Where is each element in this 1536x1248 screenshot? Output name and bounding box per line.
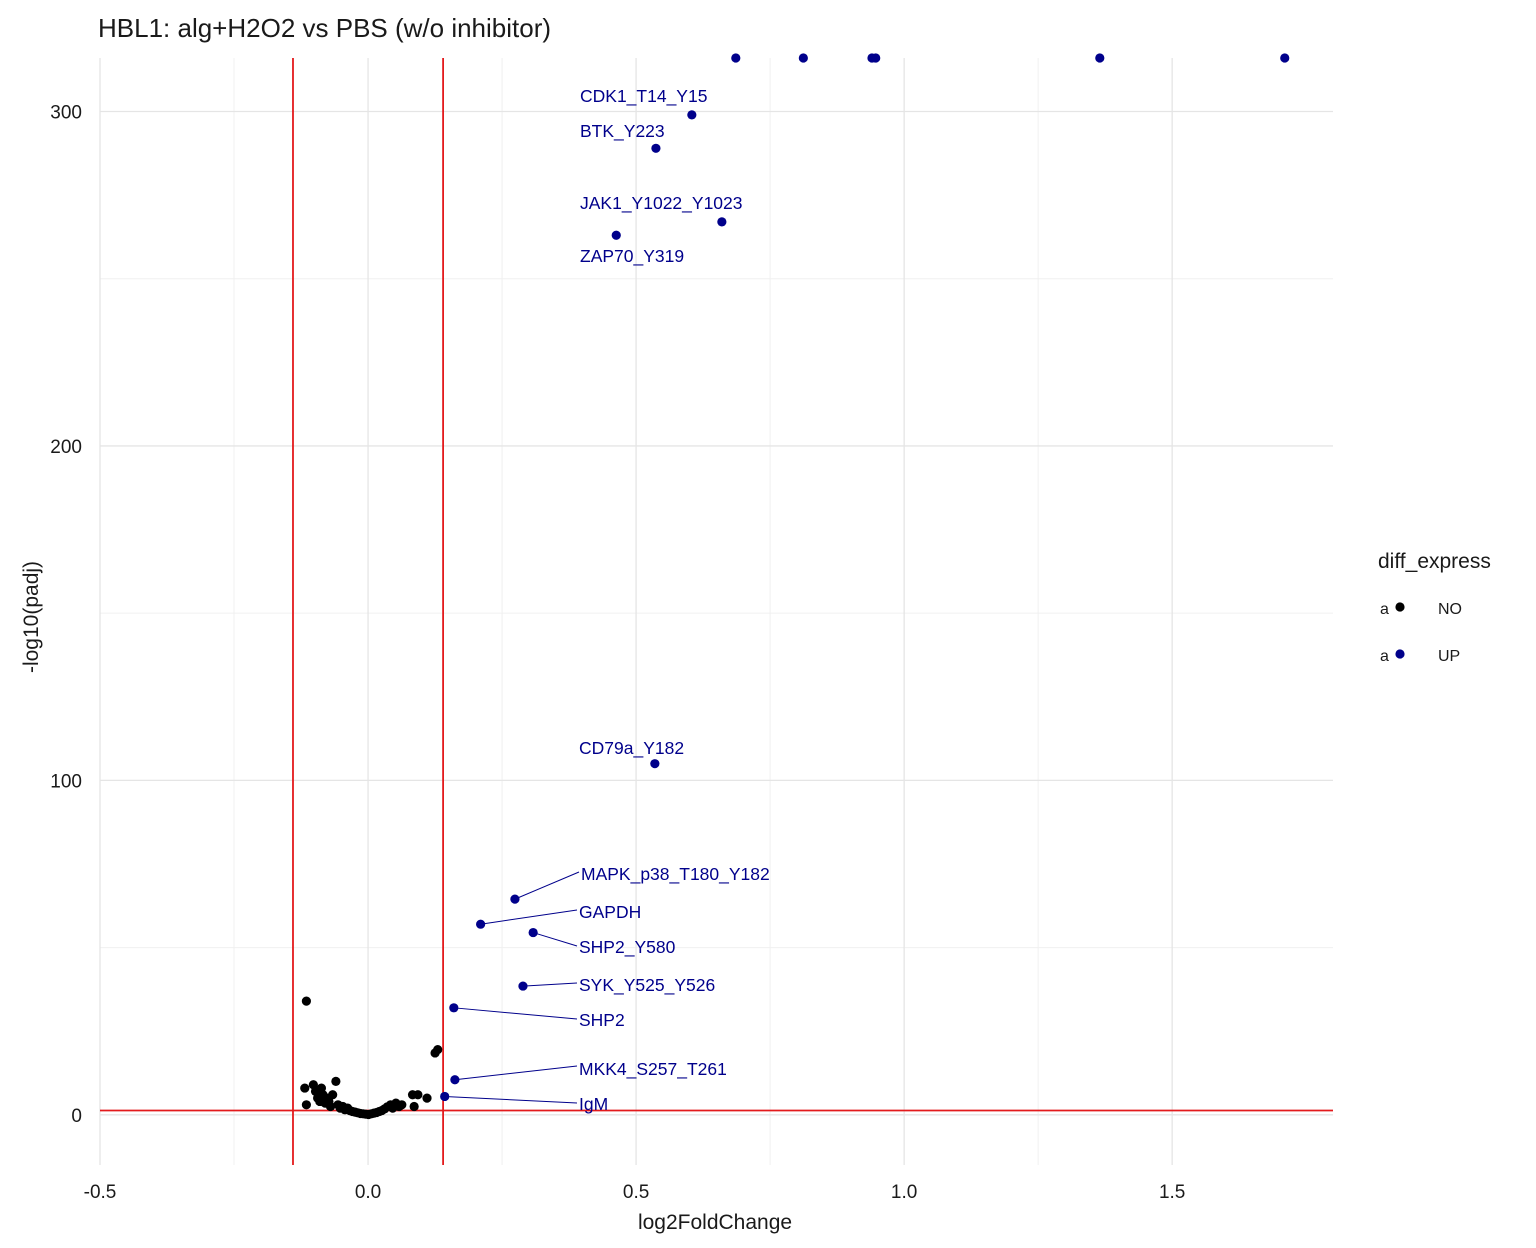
data-point-no <box>300 1083 310 1093</box>
point-label: ZAP70_Y319 <box>580 246 684 267</box>
data-point-no <box>397 1100 407 1110</box>
point-label: JAK1_Y1022_Y1023 <box>580 193 743 214</box>
legend: diff_express a NO a UP <box>1378 550 1491 665</box>
data-point-no <box>301 996 311 1006</box>
point-label: BTK_Y223 <box>580 121 665 142</box>
point-label: MKK4_S257_T261 <box>579 1059 727 1080</box>
x-axis-label: log2FoldChange <box>638 1211 792 1234</box>
legend-label: UP <box>1438 648 1460 665</box>
chart-title: HBL1: alg+H2O2 vs PBS (w/o inhibitor) <box>98 13 551 43</box>
data-point-up <box>1095 53 1105 63</box>
point-label: CDK1_T14_Y15 <box>580 86 707 107</box>
label-connector <box>454 1065 578 1081</box>
data-point-up <box>528 927 538 938</box>
plot-panel: IgM MKK4_S257_T261 SHP2 GAPDH MAPK_p38_T180_… <box>99 53 1333 1165</box>
data-point-up <box>717 217 727 227</box>
legend-point <box>1395 602 1405 612</box>
data-point-up <box>449 1003 459 1013</box>
data-point-up <box>450 1075 460 1085</box>
x-tick-label: 1.0 <box>891 1182 917 1203</box>
legend-entries: a NO a UP <box>1380 601 1462 665</box>
data-point-no <box>301 1100 311 1110</box>
label-connector-lines <box>444 871 580 1104</box>
grid-major <box>99 58 1333 1165</box>
y-tick-label: 100 <box>50 771 82 792</box>
x-tick-label: 1.5 <box>1159 1182 1185 1203</box>
data-points <box>300 53 1290 1120</box>
data-point-up <box>518 981 528 991</box>
data-point-no <box>328 1090 338 1100</box>
data-point-no <box>325 1101 336 1112</box>
point-label: MAPK_p38_T180_Y182 <box>581 864 770 885</box>
label-connector <box>444 1095 578 1104</box>
point-label: IgM <box>579 1094 608 1114</box>
data-point-up <box>440 1091 450 1102</box>
data-point-no <box>422 1093 432 1103</box>
label-connector <box>533 932 578 947</box>
data-point-up <box>871 53 881 63</box>
y-axis-label: -log10(padj) <box>20 561 43 673</box>
data-point-no <box>331 1076 341 1086</box>
data-point-up <box>476 919 486 929</box>
x-tick-label: -0.5 <box>84 1182 117 1203</box>
legend-glyph: a <box>1380 648 1389 665</box>
legend-title: diff_express <box>1378 550 1491 573</box>
data-point-up <box>687 110 697 120</box>
x-axis-ticks: -0.5 0.0 0.5 1.0 1.5 <box>84 1182 1186 1203</box>
point-labels: IgM MKK4_S257_T261 SHP2 GAPDH MAPK_p38_T180_… <box>579 86 770 1114</box>
legend-glyph: a <box>1380 601 1389 618</box>
label-connector <box>453 1007 578 1020</box>
y-tick-label: 300 <box>50 103 82 124</box>
data-point-no <box>433 1045 443 1055</box>
data-point-up <box>510 894 520 904</box>
y-tick-label: 0 <box>71 1106 82 1127</box>
point-label: GAPDH <box>579 902 641 922</box>
data-point-no <box>409 1101 419 1112</box>
data-point-up <box>1280 53 1290 63</box>
point-label: SHP2_Y580 <box>579 937 676 958</box>
data-point-up <box>651 143 661 153</box>
label-connector <box>514 871 580 900</box>
threshold-lines <box>100 58 1333 1165</box>
label-connector <box>522 982 578 987</box>
grid-minor <box>100 58 1333 1165</box>
x-tick-label: 0.0 <box>355 1182 381 1203</box>
point-label: SYK_Y525_Y526 <box>579 975 715 996</box>
point-label: SHP2 <box>579 1010 625 1030</box>
label-connector <box>480 909 578 925</box>
data-point-no <box>413 1090 423 1100</box>
data-point-up <box>650 759 660 769</box>
x-tick-label: 0.5 <box>623 1182 649 1203</box>
point-label: CD79a_Y182 <box>579 738 684 759</box>
data-point-up <box>731 53 741 63</box>
data-point-up <box>798 53 808 63</box>
legend-point <box>1395 649 1405 659</box>
data-point-up <box>611 230 621 240</box>
y-tick-label: 200 <box>50 437 82 458</box>
y-axis-ticks: 0 100 200 300 <box>50 103 82 1127</box>
legend-label: NO <box>1438 601 1462 618</box>
